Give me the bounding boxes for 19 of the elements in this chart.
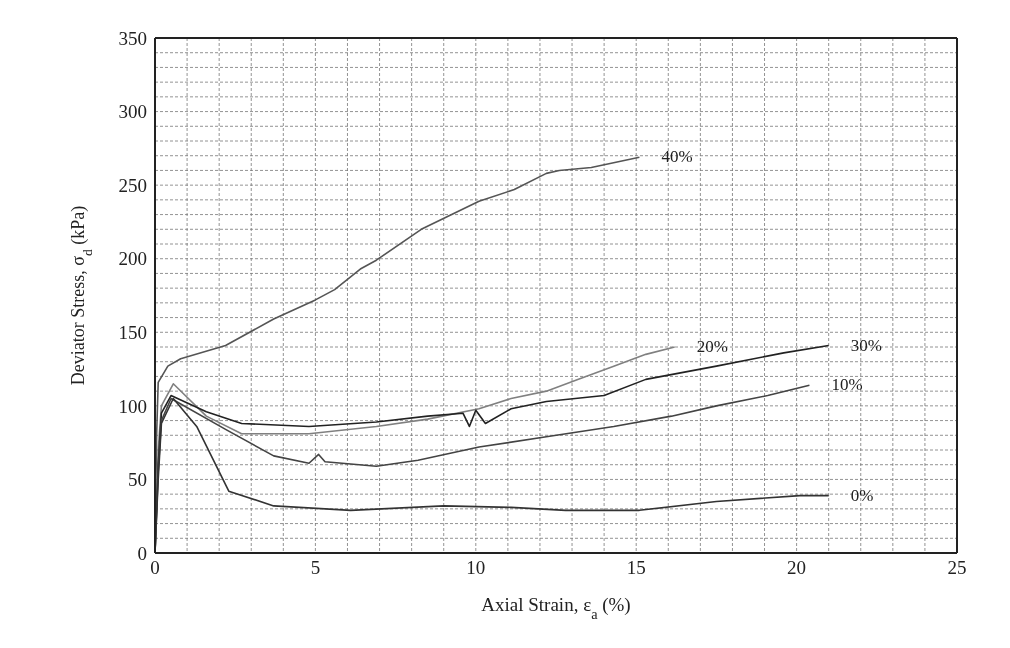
- x-tick-label: 10: [466, 557, 486, 579]
- y-tick-label: 350: [118, 27, 147, 49]
- y-tick-label: 200: [118, 248, 147, 270]
- series-label: 10%: [831, 375, 863, 395]
- y-tick-label: 150: [118, 322, 147, 344]
- series-label: 0%: [850, 485, 874, 505]
- x-axis-title: Axial Strain, ε$_{a}$ (%): [481, 594, 631, 622]
- y-tick-label: 100: [118, 395, 147, 417]
- y-tick-label: 50: [128, 469, 147, 491]
- series-label: 20%: [696, 337, 728, 356]
- y-tick-label: 300: [118, 101, 147, 123]
- x-tick-label: 5: [310, 557, 321, 579]
- series-label: 30%: [850, 335, 882, 355]
- x-tick-label: 15: [626, 557, 646, 579]
- y-tick-label: 250: [118, 174, 147, 196]
- x-tick-label: 20: [787, 557, 807, 579]
- y-tick-label: 0: [137, 542, 147, 564]
- x-tick-label: 25: [947, 557, 967, 579]
- series-label: 40%: [661, 147, 693, 167]
